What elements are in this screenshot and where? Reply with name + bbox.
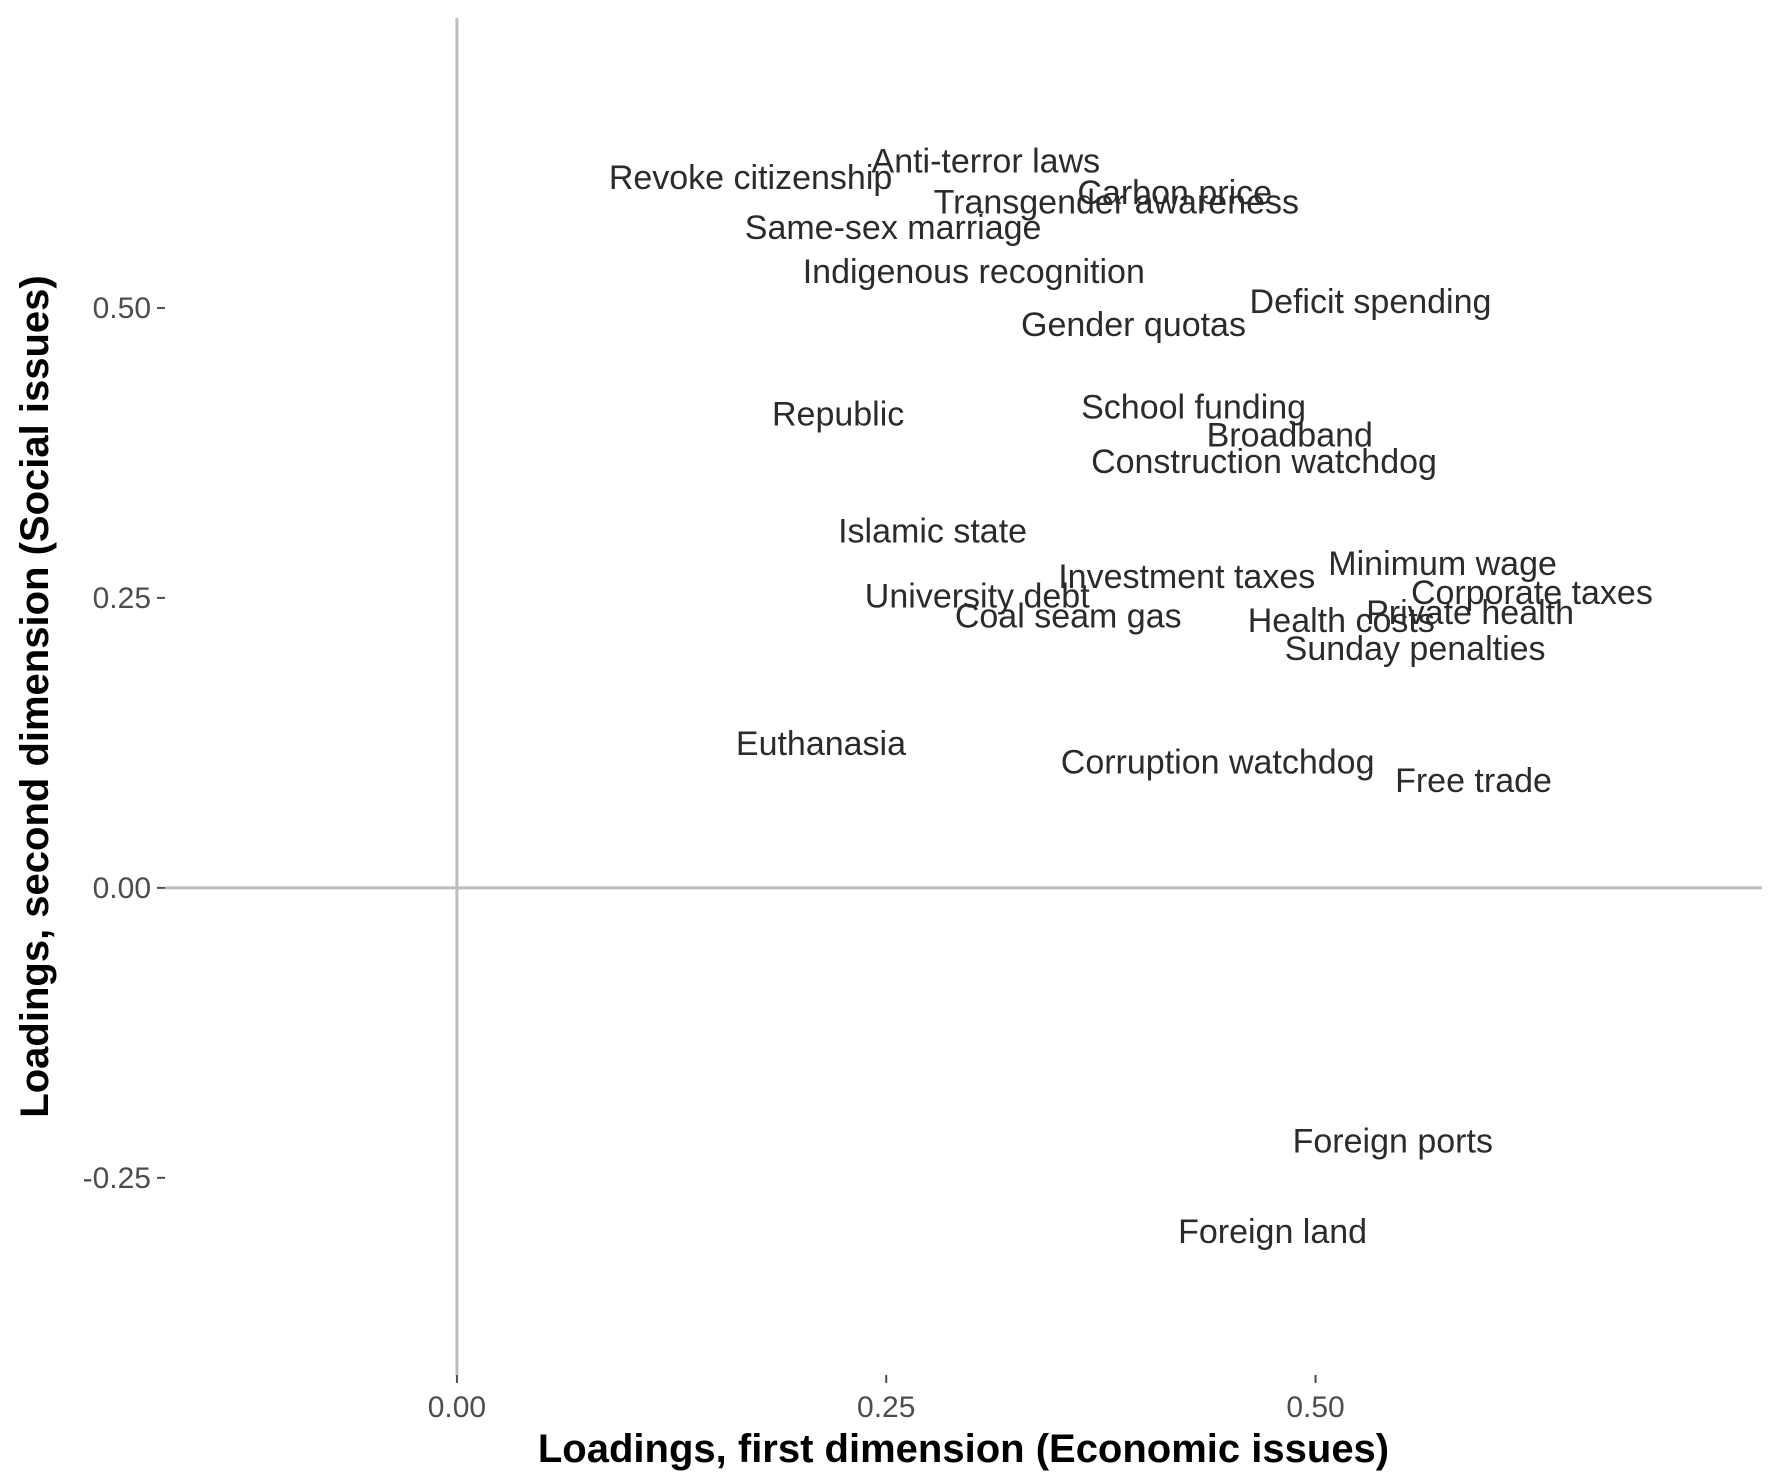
point-label: Euthanasia: [736, 725, 906, 763]
point-label: Foreign ports: [1293, 1123, 1493, 1161]
point-label: Revoke citizenship: [609, 159, 892, 197]
point-label: Sunday penalties: [1285, 630, 1546, 668]
x-axis: 0.00 0.25 0.50: [428, 1375, 1345, 1424]
point-label: Anti-terror laws: [872, 143, 1101, 181]
point-label: Indigenous recognition: [803, 253, 1145, 291]
y-tick-label: 0.50: [93, 292, 151, 325]
y-tick-label: -0.25: [83, 1162, 151, 1195]
point-label: Foreign land: [1178, 1213, 1367, 1251]
y-axis-title: Loadings, second dimension (Social issue…: [13, 275, 57, 1117]
point-label: School funding: [1081, 389, 1306, 427]
point-label: Carbon price: [1077, 174, 1272, 212]
point-label: Deficit spending: [1250, 283, 1492, 321]
x-tick-label: 0.25: [857, 1391, 915, 1424]
x-axis-title: Loadings, first dimension (Economic issu…: [538, 1427, 1389, 1471]
point-label: Coal seam gas: [955, 597, 1182, 635]
point-label: Private health: [1366, 594, 1574, 632]
reference-lines: [165, 18, 1762, 1375]
point-label: Broadband: [1207, 416, 1373, 454]
x-tick-label: 0.00: [428, 1391, 486, 1424]
point-label: Corporate taxes: [1411, 574, 1653, 612]
point-label: Health costs: [1248, 602, 1435, 640]
y-tick-label: 0.25: [93, 582, 151, 615]
point-label: Minimum wage: [1328, 545, 1557, 583]
point-label: Transgender awareness: [934, 183, 1299, 221]
y-tick-label: 0.00: [93, 872, 151, 905]
y-axis: 0.50 0.25 0.00 -0.25: [83, 292, 165, 1195]
point-label: Gender quotas: [1021, 306, 1246, 344]
point-label: Republic: [772, 396, 904, 434]
point-label: Free trade: [1395, 762, 1552, 800]
point-label: University debt: [865, 578, 1090, 616]
point-label: Investment taxes: [1058, 558, 1315, 596]
point-label: Construction watchdog: [1091, 443, 1437, 481]
point-label: Corruption watchdog: [1061, 743, 1375, 781]
point-label: Same-sex marriage: [745, 209, 1042, 247]
x-tick-label: 0.50: [1286, 1391, 1344, 1424]
point-label: Islamic state: [838, 513, 1027, 551]
